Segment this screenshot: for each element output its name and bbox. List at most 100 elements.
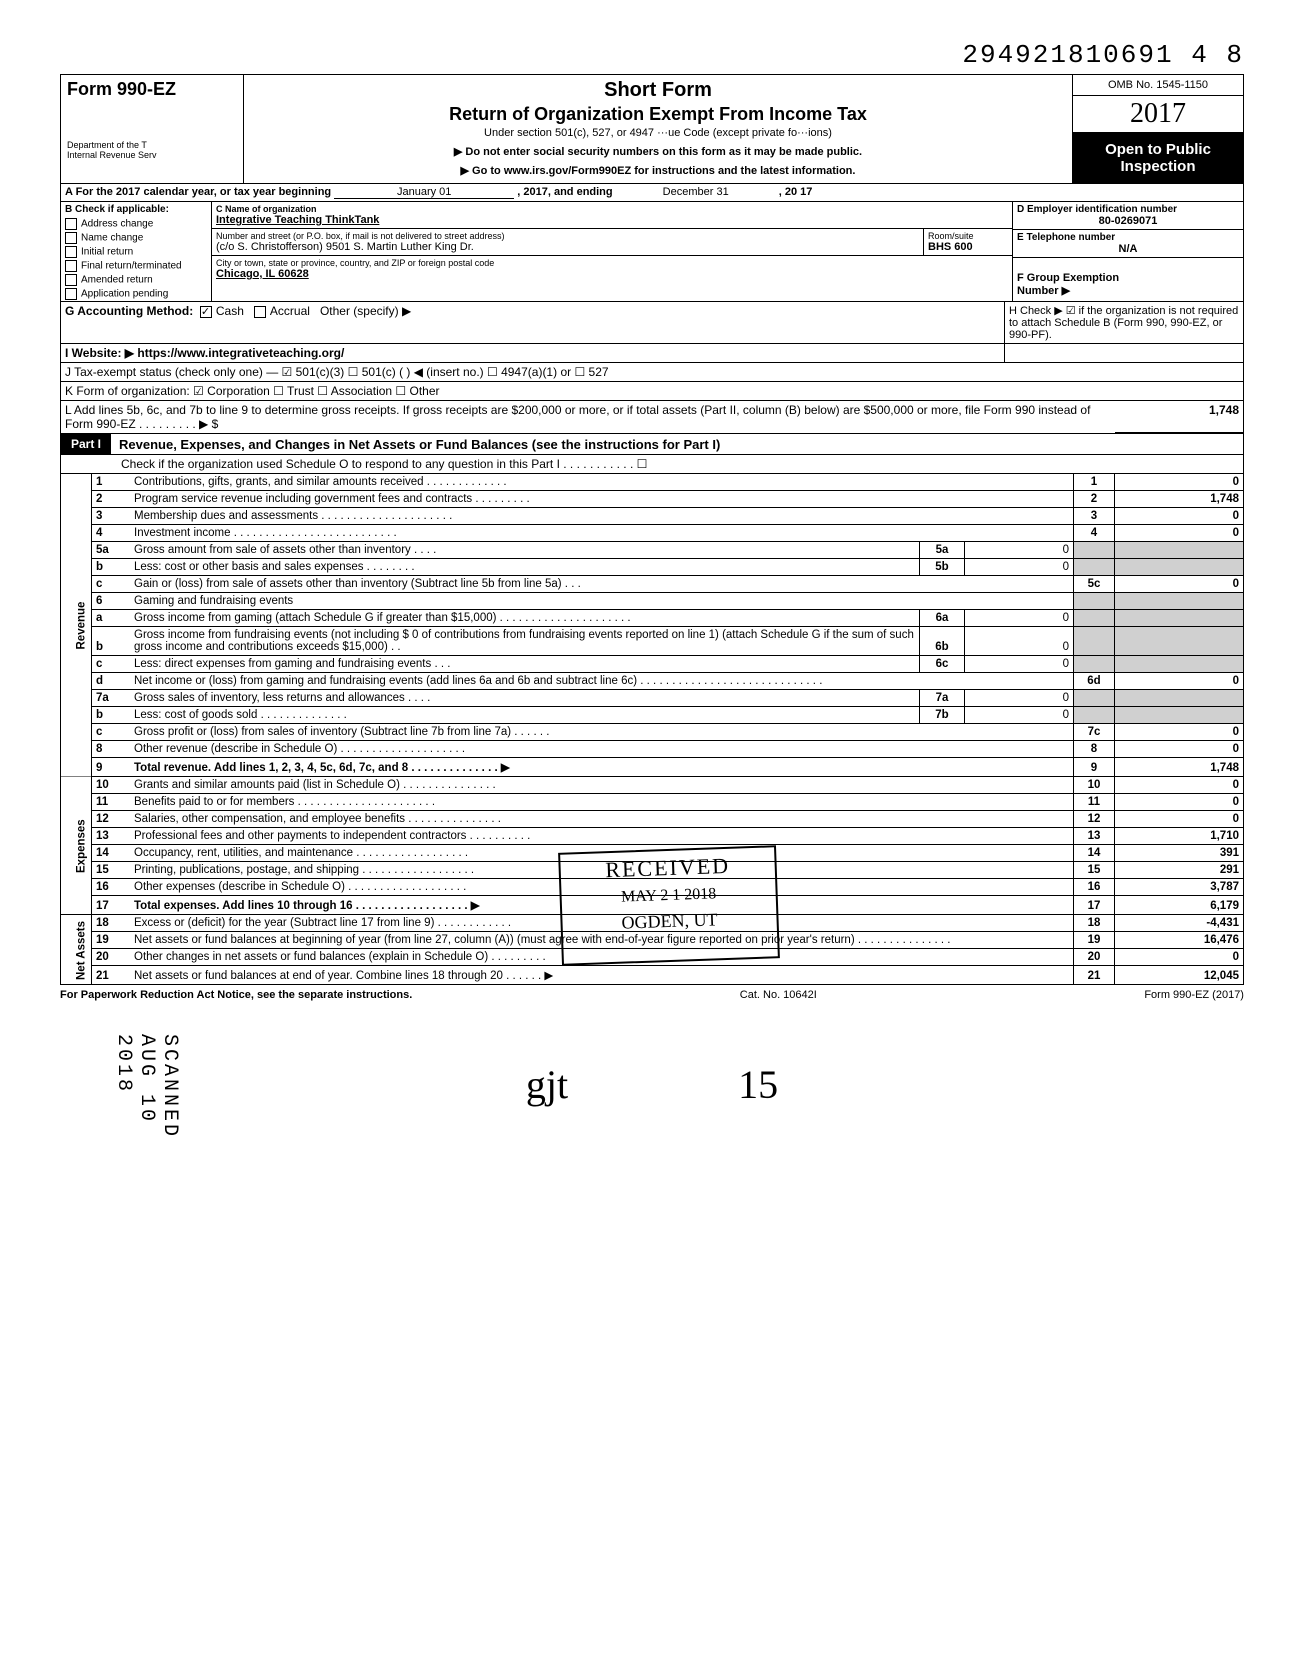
- scanned-stamp: SCANNED AUG 10 2018: [112, 1034, 181, 1139]
- line-16-desc: Other expenses (describe in Schedule O) …: [130, 879, 1074, 896]
- line-1-val: 0: [1115, 474, 1244, 491]
- part1-tag: Part I: [61, 434, 111, 454]
- line-5a-val: 0: [965, 542, 1074, 559]
- check-cash[interactable]: [200, 306, 212, 318]
- footer-left: For Paperwork Reduction Act Notice, see …: [60, 989, 412, 1001]
- line-12-val: 0: [1115, 811, 1244, 828]
- line-3-desc: Membership dues and assessments . . . . …: [130, 508, 1074, 525]
- label-pending: Application pending: [81, 289, 168, 300]
- check-accrual[interactable]: [254, 306, 266, 318]
- footer-cat: Cat. No. 10642I: [740, 989, 817, 1001]
- line-6a-val: 0: [965, 610, 1074, 627]
- line-6c-desc: Less: direct expenses from gaming and fu…: [130, 656, 920, 673]
- form-number: Form 990-EZ: [67, 79, 237, 100]
- check-pending[interactable]: [65, 288, 77, 300]
- line-4-val: 0: [1115, 525, 1244, 542]
- line-5a-desc: Gross amount from sale of assets other t…: [130, 542, 920, 559]
- label-amended: Amended return: [81, 275, 153, 286]
- check-name-change[interactable]: [65, 232, 77, 244]
- line-20-desc: Other changes in net assets or fund bala…: [130, 949, 1074, 966]
- line-19-val: 16,476: [1115, 932, 1244, 949]
- side-revenue: Revenue: [61, 474, 92, 777]
- line-6d-val: 0: [1115, 673, 1244, 690]
- line-7b-desc: Less: cost of goods sold . . . . . . . .…: [130, 707, 920, 724]
- tax-year: 2017: [1073, 96, 1243, 133]
- line-10-val: 0: [1115, 777, 1244, 794]
- line-18-desc: Excess or (deficit) for the year (Subtra…: [130, 915, 1074, 932]
- under-section: Under section 501(c), 527, or 4947 ···ue…: [252, 127, 1064, 139]
- line-7c-val: 0: [1115, 724, 1244, 741]
- label-address-change: Address change: [81, 219, 153, 230]
- dln: 294921810691 4 8: [60, 40, 1244, 70]
- line-9-desc: Total revenue. Add lines 1, 2, 3, 4, 5c,…: [130, 758, 1074, 777]
- d-label: D Employer identification number: [1017, 204, 1239, 215]
- label-initial-return: Initial return: [81, 247, 133, 258]
- line-a: A For the 2017 calendar year, or tax yea…: [60, 184, 1244, 202]
- line-11-desc: Benefits paid to or for members . . . . …: [130, 794, 1074, 811]
- part1-table: Revenue 1Contributions, gifts, grants, a…: [60, 474, 1244, 985]
- line-5b-val: 0: [965, 559, 1074, 576]
- line-5c-val: 0: [1115, 576, 1244, 593]
- line-a-mid: , 2017, and ending: [517, 186, 612, 198]
- line-6b-val: 0: [965, 627, 1074, 656]
- omb-number: OMB No. 1545-1150: [1073, 75, 1243, 96]
- line-6b-desc: Gross income from fundraising events (no…: [130, 627, 920, 656]
- e-label: E Telephone number: [1017, 232, 1239, 243]
- line-18-val: -4,431: [1115, 915, 1244, 932]
- line-11-val: 0: [1115, 794, 1244, 811]
- line-13-val: 1,710: [1115, 828, 1244, 845]
- line-2-val: 1,748: [1115, 491, 1244, 508]
- line-13-desc: Professional fees and other payments to …: [130, 828, 1074, 845]
- ssn-warning: ▶ Do not enter social security numbers o…: [252, 145, 1064, 158]
- part1-schedule-o: Check if the organization used Schedule …: [61, 455, 1243, 473]
- dept: Department of the T Internal Revenue Ser…: [67, 140, 237, 160]
- line-9-val: 1,748: [1115, 758, 1244, 777]
- city-label: City or town, state or province, country…: [216, 258, 1008, 268]
- short-form-label: Short Form: [252, 79, 1064, 102]
- line-6d-desc: Net income or (loss) from gaming and fun…: [130, 673, 1074, 690]
- handwritten-initials: gjt: [526, 1062, 568, 1107]
- line-14-desc: Occupancy, rent, utilities, and maintena…: [130, 845, 1074, 862]
- line-7a-val: 0: [965, 690, 1074, 707]
- label-accrual: Accrual: [270, 304, 310, 318]
- line-20-val: 0: [1115, 949, 1244, 966]
- line-a-yr: , 20 17: [779, 186, 813, 198]
- check-final-return[interactable]: [65, 260, 77, 272]
- line-19-desc: Net assets or fund balances at beginning…: [130, 932, 1074, 949]
- goto-url: ▶ Go to www.irs.gov/Form990EZ for instru…: [252, 164, 1064, 177]
- j-line: J Tax-exempt status (check only one) — ☑…: [61, 363, 1243, 381]
- side-expenses: Expenses: [61, 777, 92, 915]
- i-label: I Website: ▶: [65, 346, 134, 360]
- handwritten-number: 15: [738, 1062, 778, 1107]
- line-6-desc: Gaming and fundraising events: [130, 593, 1074, 610]
- f-label: F Group Exemption Number ▶: [1017, 272, 1119, 297]
- period-begin: January 01: [334, 186, 514, 199]
- line-8-val: 0: [1115, 741, 1244, 758]
- line-21-val: 12,045: [1115, 966, 1244, 985]
- form-title: Return of Organization Exempt From Incom…: [252, 104, 1064, 125]
- line-17-desc: Total expenses. Add lines 10 through 16 …: [130, 896, 1074, 915]
- line-2-desc: Program service revenue including govern…: [130, 491, 1074, 508]
- line-a-text: A For the 2017 calendar year, or tax yea…: [65, 186, 331, 198]
- org-name: Integrative Teaching ThinkTank: [216, 214, 1008, 226]
- label-cash: Cash: [216, 304, 244, 318]
- line-5c-desc: Gain or (loss) from sale of assets other…: [130, 576, 1074, 593]
- check-initial-return[interactable]: [65, 246, 77, 258]
- period-end: December 31: [616, 186, 776, 198]
- line-14-val: 391: [1115, 845, 1244, 862]
- open-to-public: Open to Public Inspection: [1073, 133, 1243, 183]
- room-label: Room/suite: [928, 231, 1008, 241]
- check-address-change[interactable]: [65, 218, 77, 230]
- c-label: C Name of organization: [216, 204, 1008, 214]
- l-value: 1,748: [1115, 401, 1243, 433]
- line-15-val: 291: [1115, 862, 1244, 879]
- line-4-desc: Investment income . . . . . . . . . . . …: [130, 525, 1074, 542]
- footer-form: Form 990-EZ (2017): [1144, 989, 1244, 1001]
- check-amended[interactable]: [65, 274, 77, 286]
- part1-title: Revenue, Expenses, and Changes in Net As…: [111, 437, 1243, 452]
- line-5b-desc: Less: cost or other basis and sales expe…: [130, 559, 920, 576]
- line-6c-val: 0: [965, 656, 1074, 673]
- line-3-val: 0: [1115, 508, 1244, 525]
- line-6a-desc: Gross income from gaming (attach Schedul…: [130, 610, 920, 627]
- line-1-desc: Contributions, gifts, grants, and simila…: [130, 474, 1074, 491]
